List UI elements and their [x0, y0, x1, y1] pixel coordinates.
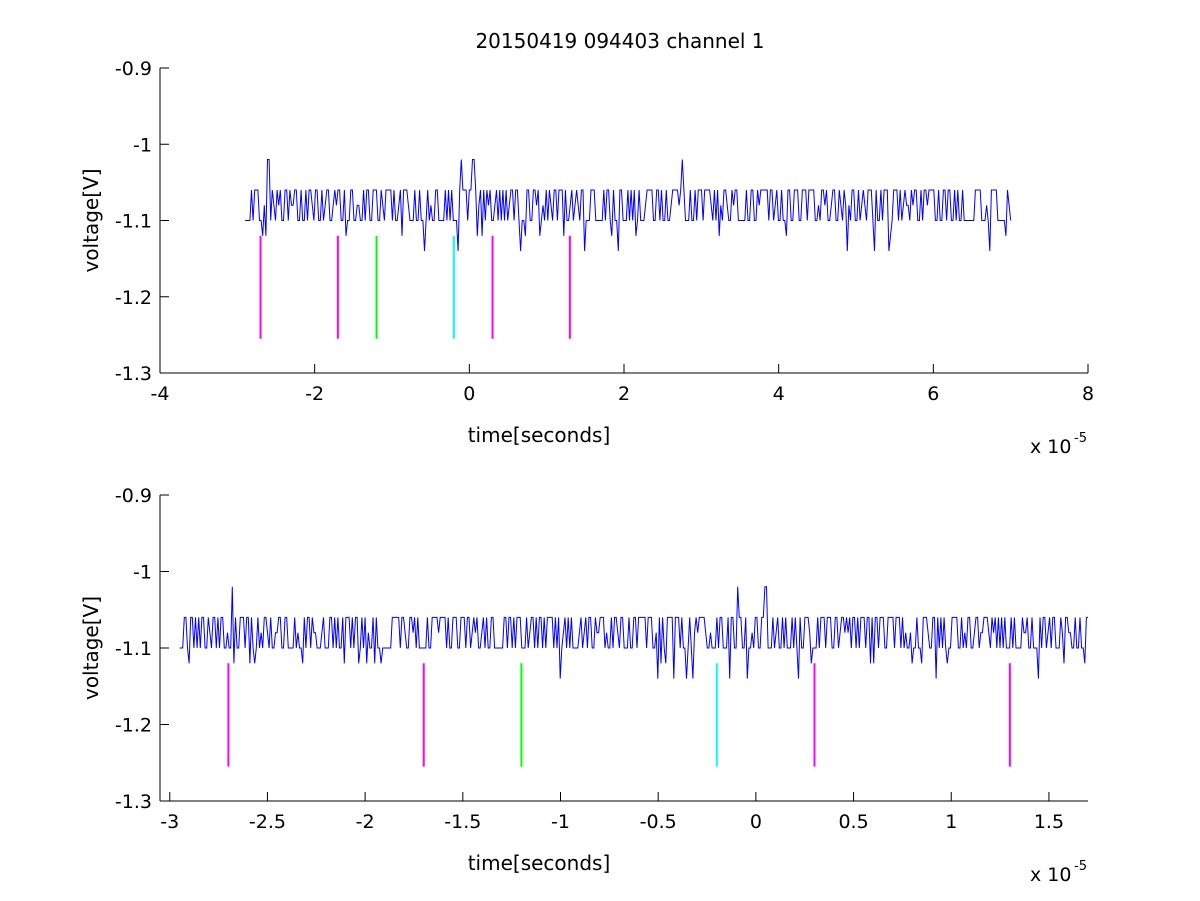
x-tick-label: -1	[551, 811, 570, 833]
x-tick-label: 8	[1082, 383, 1094, 405]
bottom-plot: -0.9 -1 -1.1 -1.2 -1.3 -3 -2.5 -2 -1.5 -1 -0.5 0 0.5…	[79, 485, 1088, 886]
y-tick-label: -1.3	[115, 363, 152, 385]
x-exponent-label: x 10	[1030, 436, 1071, 458]
x-exponent-power: -5	[1074, 431, 1087, 446]
y-tick-label: -1.2	[115, 287, 152, 309]
y-tick-label: -0.9	[115, 58, 152, 80]
x-tick-label: -1.5	[444, 811, 481, 833]
x-exponent-label: x 10	[1030, 864, 1071, 886]
x-tick-label: -2.5	[249, 811, 286, 833]
x-tick-label: 0.5	[838, 811, 868, 833]
x-tick-label: 6	[927, 383, 939, 405]
y-tick-label: -1.3	[115, 791, 152, 813]
figure-title: 20150419 094403 channel 1	[475, 29, 764, 53]
x-axis-label: time[seconds]	[468, 423, 611, 447]
y-tick-label: -1.2	[115, 715, 152, 737]
y-tick-label: -1.1	[115, 638, 152, 660]
top-plot: -0.9 -1 -1.1 -1.2 -1.3-4 -2 0 2 4 6 8 time[seconds]…	[79, 58, 1094, 458]
x-tick-label: -4	[151, 383, 170, 405]
y-tick-label: -1	[133, 134, 152, 156]
x-axis-label: time[seconds]	[468, 851, 611, 875]
x-tick-label: 0	[750, 811, 762, 833]
y-axis-label: voltage[V]	[79, 596, 103, 700]
x-tick-label: 1.5	[1034, 811, 1064, 833]
x-tick-label: 2	[618, 383, 630, 405]
x-tick-label: -2	[305, 383, 324, 405]
x-tick-label: 1	[945, 811, 957, 833]
x-tick-label: -3	[160, 811, 179, 833]
y-tick-label: -0.9	[115, 485, 152, 507]
y-tick-label: -1.1	[115, 211, 152, 233]
x-tick-label: -0.5	[640, 811, 677, 833]
signal-trace	[245, 159, 1012, 252]
x-tick-label: 4	[773, 383, 785, 405]
y-axis-label: voltage[V]	[79, 168, 103, 272]
signal-trace	[179, 586, 1088, 679]
x-exponent-power: -5	[1074, 859, 1087, 874]
y-tick-label: -1	[133, 562, 152, 584]
x-tick-label: -2	[356, 811, 375, 833]
x-tick-label: 0	[463, 383, 475, 405]
